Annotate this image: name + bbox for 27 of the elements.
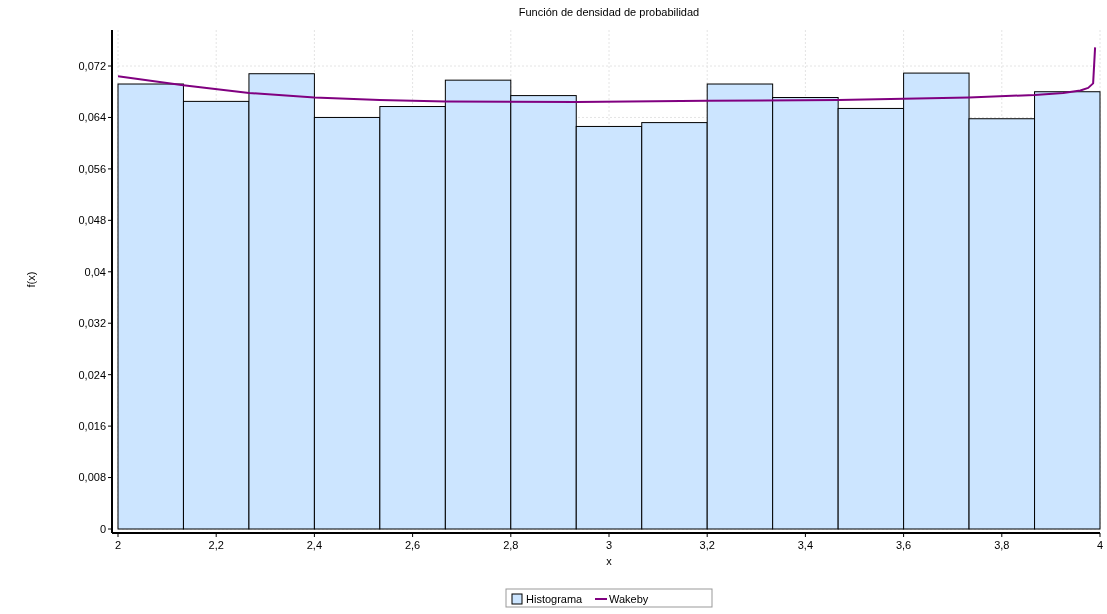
x-tick-label: 3,6	[895, 539, 912, 551]
x-tick-label: 3,8	[994, 539, 1010, 551]
line-series	[117, 46, 1097, 104]
x-tick-label: 2,8	[503, 539, 519, 551]
y-tick-label: 0,056	[78, 162, 106, 175]
y-tick-label: 0,016	[78, 419, 106, 432]
x-tick-label: 2,2	[208, 539, 224, 551]
legend-label: Wakeby	[609, 592, 649, 605]
x-tick-label: 2	[114, 539, 122, 551]
y-tick-label: 0	[99, 522, 106, 535]
x-tick-label: 2,4	[306, 539, 323, 551]
x-tick-label: 2,6	[404, 539, 421, 551]
x-axis-title: x	[606, 555, 613, 567]
y-tick-label: 0,072	[78, 59, 106, 72]
y-tick-label: 0,024	[78, 368, 106, 381]
y-tick-label: 0,048	[78, 214, 106, 227]
y-axis-title: f(x)	[25, 271, 37, 288]
chart-title: Función de densidad de probabilidad	[518, 6, 700, 18]
legend-label: Histograma	[526, 592, 584, 605]
x-tick-label: 3,4	[797, 539, 814, 551]
y-tick-label: 0,032	[78, 317, 106, 330]
x-tick-label: 3,2	[699, 539, 715, 551]
y-tick-label: 0,008	[78, 471, 106, 484]
x-tick-label: 3	[605, 539, 613, 551]
y-tick-label: 0,04	[84, 265, 106, 278]
y-tick-label: 0,064	[78, 111, 106, 124]
x-tick-label: 4	[1096, 539, 1104, 551]
